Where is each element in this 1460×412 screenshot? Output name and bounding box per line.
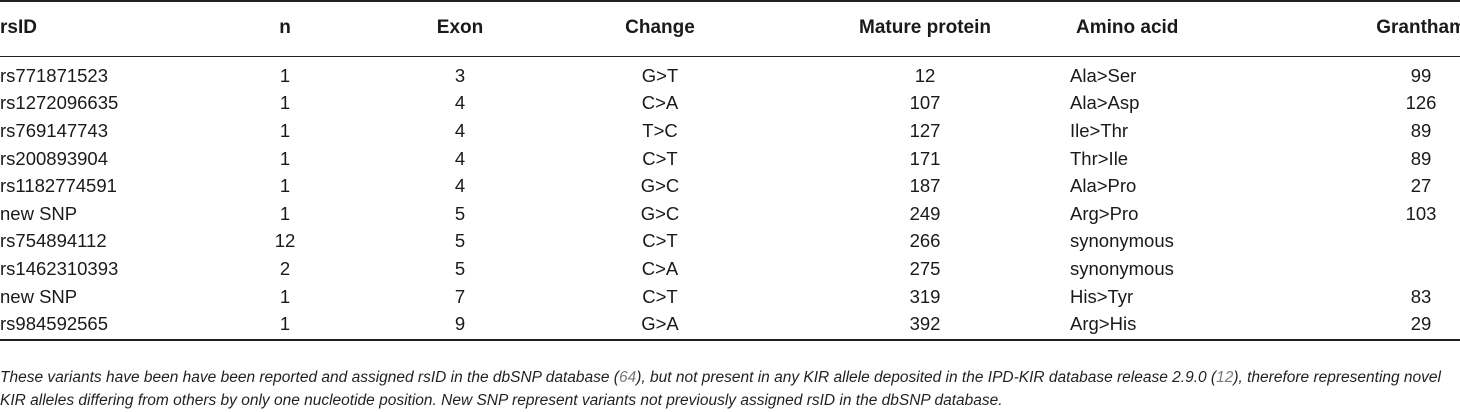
- cell-rsid: rs984592565: [0, 313, 109, 335]
- cell-amino-acid: Arg>Pro: [1070, 202, 1139, 224]
- cell-amino-acid: His>Tyr: [1070, 285, 1134, 307]
- table-top-rule: [0, 0, 1460, 2]
- header-exon: Exon: [436, 17, 484, 38]
- cell-exon: 9: [454, 313, 466, 335]
- cell-rsid: new SNP: [0, 202, 78, 224]
- cell-mature-protein: 12: [914, 64, 936, 86]
- cell-exon: 4: [454, 147, 466, 169]
- cell-amino-acid: synonymous: [1070, 230, 1174, 252]
- variant-table: rsID n Exon Change Mature protein Amino …: [0, 0, 1460, 338]
- cell-change: T>C: [642, 119, 678, 141]
- cell-change: C>T: [642, 230, 678, 252]
- table-bottom-rule: [0, 339, 1460, 341]
- cell-n: 1: [279, 64, 291, 86]
- cell-mature-protein: 392: [909, 313, 941, 335]
- cell-n: 1: [279, 147, 291, 169]
- cell-rsid: new SNP: [0, 285, 78, 307]
- table-header: rsID n Exon Change Mature protein Amino …: [0, 0, 1460, 56]
- cell-rsid: rs1462310393: [0, 257, 119, 279]
- cell-amino-acid: Ala>Pro: [1070, 175, 1137, 197]
- table-footnote: These variants have been have been repor…: [0, 366, 1455, 412]
- cell-n: 1: [279, 313, 291, 335]
- cell-change: C>T: [642, 285, 678, 307]
- table-row: rs754894112 12 5 C>T 266 synonymous: [0, 228, 1460, 256]
- cell-n: 1: [279, 175, 291, 197]
- cell-exon: 5: [454, 257, 466, 279]
- table-row: rs771871523 1 3 G>T 12 Ala>Ser 99: [0, 56, 1460, 90]
- cell-amino-acid: Ala>Asp: [1070, 92, 1140, 114]
- cell-mature-protein: 266: [909, 230, 941, 252]
- cell-n: 1: [279, 92, 291, 114]
- cell-exon: 4: [454, 119, 466, 141]
- cell-change: G>T: [641, 64, 679, 86]
- cell-amino-acid: Arg>His: [1070, 313, 1137, 335]
- header-rsid: rsID: [0, 17, 37, 38]
- cell-grantham: 103: [1405, 202, 1437, 224]
- cell-n: 2: [279, 257, 291, 279]
- cell-amino-acid: Thr>Ile: [1070, 147, 1129, 169]
- cell-amino-acid: synonymous: [1070, 257, 1174, 279]
- cell-mature-protein: 275: [909, 257, 941, 279]
- footnote-ref-12[interactable]: 12: [1216, 368, 1234, 386]
- cell-grantham: 29: [1410, 313, 1432, 335]
- footnote-ref-64[interactable]: 64: [618, 368, 637, 386]
- cell-mature-protein: 127: [909, 119, 941, 141]
- table-header-rule: [0, 56, 1460, 57]
- cell-mature-protein: 107: [909, 92, 941, 114]
- table-row: rs1462310393 2 5 C>A 275 synonymous: [0, 255, 1460, 283]
- cell-change: C>T: [642, 147, 678, 169]
- cell-rsid: rs1182774591: [0, 175, 117, 197]
- cell-n: 1: [279, 285, 291, 307]
- cell-n: 1: [279, 202, 291, 224]
- cell-exon: 5: [454, 202, 466, 224]
- cell-rsid: rs769147743: [0, 119, 109, 141]
- header-n: n: [279, 17, 291, 38]
- table-row: rs769147743 1 4 T>C 127 Ile>Thr 89: [0, 117, 1460, 145]
- footnote-text-1: These variants have been have been repor…: [0, 368, 619, 386]
- cell-grantham: 126: [1405, 92, 1437, 114]
- cell-change: G>C: [640, 202, 680, 224]
- table-row: rs200893904 1 4 C>T 171 Thr>Ile 89: [0, 145, 1460, 173]
- cell-exon: 4: [454, 175, 466, 197]
- cell-grantham: 89: [1410, 119, 1432, 141]
- cell-n: 12: [274, 230, 296, 252]
- cell-mature-protein: 187: [909, 175, 941, 197]
- cell-change: G>C: [640, 175, 680, 197]
- header-mature-protein: Mature protein: [859, 17, 991, 38]
- cell-grantham: [1296, 255, 1460, 283]
- table-row: new SNP 1 5 G>C 249 Arg>Pro 103: [0, 200, 1460, 228]
- cell-rsid: rs754894112: [0, 230, 107, 252]
- cell-exon: 4: [454, 92, 466, 114]
- cell-n: 1: [279, 119, 291, 141]
- cell-grantham: 99: [1410, 64, 1432, 86]
- cell-amino-acid: Ile>Thr: [1070, 119, 1129, 141]
- cell-amino-acid: Ala>Ser: [1070, 64, 1137, 86]
- cell-change: G>A: [641, 313, 679, 335]
- table-body: rs771871523 1 3 G>T 12 Ala>Ser 99 rs1272096635 1…: [0, 56, 1460, 338]
- table-row: rs1182774591 1 4 G>C 187 Ala>Pro 27: [0, 172, 1460, 200]
- cell-grantham: 89: [1410, 147, 1432, 169]
- footnote-text-2: ), but not present in any KIR allele dep…: [636, 368, 1217, 386]
- cell-exon: 7: [454, 285, 466, 307]
- cell-change: C>A: [641, 92, 679, 114]
- cell-rsid: rs200893904: [0, 147, 109, 169]
- cell-grantham: 27: [1410, 175, 1432, 197]
- cell-rsid: rs771871523: [0, 64, 109, 86]
- cell-grantham: 83: [1410, 285, 1432, 307]
- table-row: rs984592565 1 9 G>A 392 Arg>His 29: [0, 310, 1460, 338]
- cell-rsid: rs1272096635: [0, 92, 119, 114]
- header-change: Change: [625, 17, 695, 38]
- header-row: rsID n Exon Change Mature protein Amino …: [0, 0, 1460, 56]
- cell-mature-protein: 249: [909, 202, 941, 224]
- header-grantham: Grantham: [1376, 17, 1460, 38]
- table-row: rs1272096635 1 4 C>A 107 Ala>Asp 126: [0, 90, 1460, 118]
- cell-mature-protein: 319: [909, 285, 941, 307]
- table-row: new SNP 1 7 C>T 319 His>Tyr 83: [0, 283, 1460, 311]
- cell-mature-protein: 171: [909, 147, 941, 169]
- cell-grantham: [1296, 228, 1460, 256]
- cell-exon: 5: [454, 230, 466, 252]
- cell-change: C>A: [641, 257, 679, 279]
- header-amino-acid: Amino acid: [1076, 17, 1179, 38]
- cell-exon: 3: [454, 64, 466, 86]
